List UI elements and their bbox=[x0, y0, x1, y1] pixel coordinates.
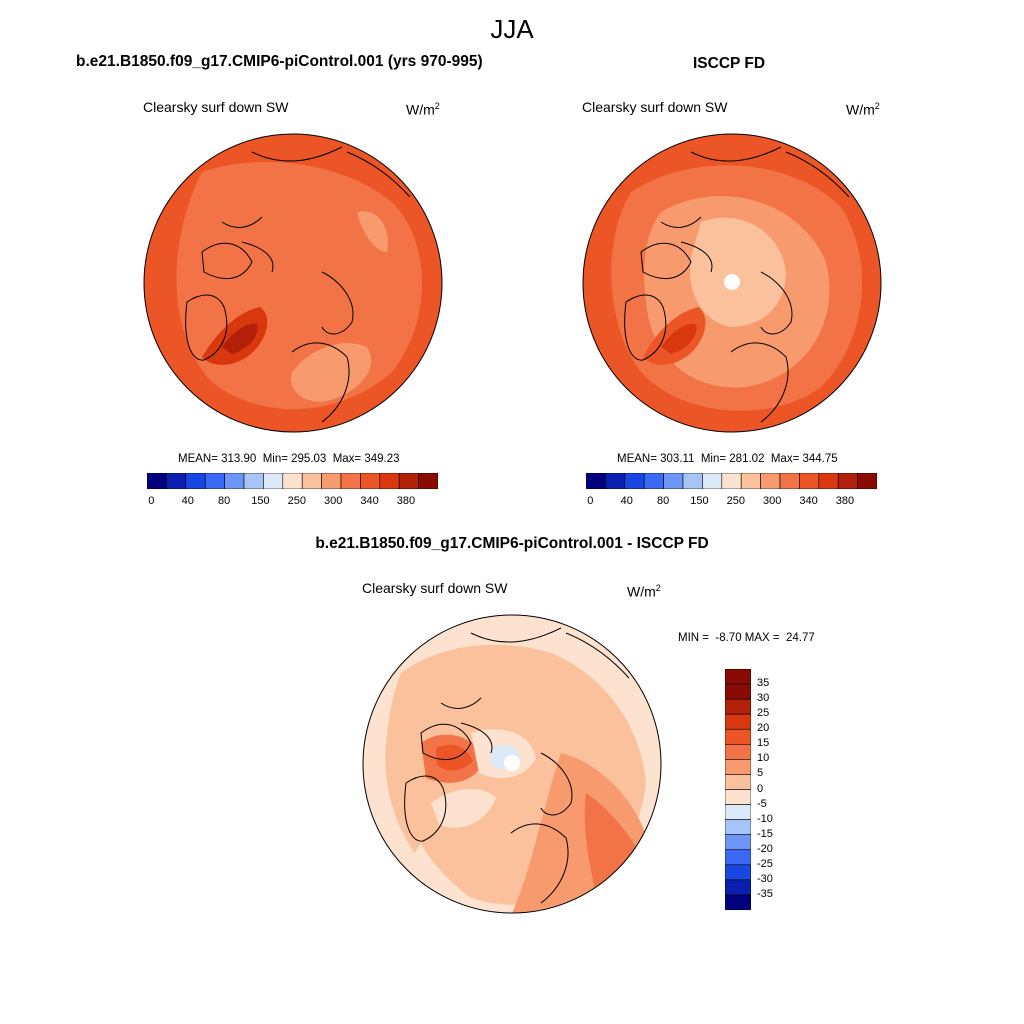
obs-colorbar-label: 300 bbox=[763, 495, 782, 507]
diff-colorbar-swatch bbox=[725, 698, 751, 715]
model-colorbar-swatch bbox=[360, 473, 381, 489]
model-colorbar-swatch bbox=[224, 473, 245, 489]
obs-colorbar-swatch bbox=[605, 473, 626, 489]
model-colorbar-label: 0 bbox=[148, 495, 155, 507]
diff-colorbar-label: -20 bbox=[757, 842, 773, 855]
diff-colorbar-swatch bbox=[725, 819, 751, 835]
model-colorbar-swatch bbox=[379, 473, 400, 489]
diff-colorbar-label: -15 bbox=[757, 827, 773, 840]
model-colorbar-swatch bbox=[282, 473, 303, 489]
panel-model-variable: Clearsky surf down SW bbox=[143, 99, 289, 115]
model-colorbar-swatch bbox=[263, 473, 284, 489]
obs-colorbar-swatch bbox=[760, 473, 781, 489]
diff-colorbar-swatch bbox=[725, 879, 751, 896]
diff-colorbar-label: -10 bbox=[757, 812, 773, 825]
diff-colorbar-label: 10 bbox=[757, 752, 770, 765]
diff-colorbar-swatch bbox=[725, 759, 751, 775]
diff-colorbar-label: -35 bbox=[757, 887, 773, 900]
diff-units: W/m2 bbox=[627, 583, 661, 600]
obs-colorbar-label: 250 bbox=[726, 495, 746, 507]
diff-colorbar-label: 25 bbox=[757, 707, 770, 720]
obs-colorbar-label: 340 bbox=[799, 495, 818, 507]
obs-polar-map bbox=[582, 133, 882, 433]
diff-colorbar-label: 15 bbox=[757, 737, 770, 750]
panel-obs-units: W/m2 bbox=[846, 101, 880, 118]
model-colorbar-swatch bbox=[340, 473, 361, 489]
model-colorbar-label: 300 bbox=[324, 495, 343, 507]
diff-colorbar-swatch bbox=[725, 683, 751, 700]
panel-obs-title: ISCCP FD bbox=[693, 55, 766, 72]
diff-colorbar bbox=[725, 669, 751, 910]
model-colorbar-label: 150 bbox=[251, 495, 270, 507]
model-colorbar-swatch bbox=[185, 473, 206, 489]
model-colorbar-swatch bbox=[301, 473, 322, 489]
obs-colorbar-swatch bbox=[643, 473, 664, 489]
diff-title: b.e21.B1850.f09_g17.CMIP6-piControl.001 … bbox=[315, 535, 709, 552]
model-colorbar-swatch bbox=[398, 473, 419, 489]
diff-colorbar-label: 20 bbox=[757, 722, 770, 735]
obs-colorbar bbox=[586, 473, 877, 489]
diff-polar-map bbox=[362, 614, 662, 914]
obs-colorbar-swatch bbox=[799, 473, 820, 489]
model-colorbar-label: 40 bbox=[181, 495, 194, 507]
main-title: JJA bbox=[490, 14, 534, 44]
diff-colorbar-labels: 35 30 25 20 15 10 5 0 -5 -10 -15 -20 -25 -30 -35 bbox=[757, 669, 797, 910]
panel-obs-variable: Clearsky surf down SW bbox=[582, 99, 728, 115]
model-colorbar-swatch bbox=[418, 473, 438, 489]
diff-variable: Clearsky surf down SW bbox=[362, 580, 508, 596]
model-colorbar-label: 380 bbox=[396, 495, 416, 507]
obs-colorbar-swatch bbox=[740, 473, 761, 489]
diff-colorbar-swatch bbox=[725, 789, 751, 805]
model-colorbar-swatch bbox=[166, 473, 187, 489]
diff-colorbar-swatch bbox=[725, 774, 751, 790]
panel-model-stats: MEAN= 313.90 Min= 295.03 Max= 349.23 bbox=[178, 453, 400, 465]
model-polar-map bbox=[143, 133, 443, 433]
model-colorbar-label: 80 bbox=[217, 495, 231, 507]
obs-colorbar-label: 150 bbox=[690, 495, 709, 507]
panel-model-units: W/m2 bbox=[406, 101, 440, 118]
model-colorbar-swatch bbox=[147, 473, 167, 489]
model-colorbar-swatch bbox=[321, 473, 342, 489]
obs-colorbar-swatch bbox=[837, 473, 858, 489]
diff-stats: MIN = -8.70 MAX = 24.77 bbox=[678, 632, 815, 644]
diff-colorbar-swatch bbox=[725, 804, 751, 820]
obs-colorbar-swatch bbox=[586, 473, 606, 489]
panel-obs-stats: MEAN= 303.11 Min= 281.02 Max= 344.75 bbox=[617, 453, 838, 465]
obs-colorbar-label: 0 bbox=[587, 495, 594, 507]
diff-colorbar-swatch bbox=[725, 669, 751, 685]
diff-colorbar-swatch bbox=[725, 744, 751, 760]
diff-colorbar-label: -25 bbox=[757, 857, 773, 870]
diff-colorbar-label: 30 bbox=[757, 692, 770, 705]
obs-colorbar-swatch bbox=[702, 473, 723, 489]
obs-colorbar-labels: 0 40 80 150 250 300 340 380 bbox=[586, 495, 877, 509]
model-colorbar-label: 340 bbox=[360, 495, 379, 507]
obs-colorbar-swatch bbox=[857, 473, 877, 489]
model-colorbar-swatch bbox=[243, 473, 264, 489]
diff-colorbar-swatch bbox=[725, 713, 751, 730]
diff-colorbar-label: -5 bbox=[757, 797, 767, 810]
diff-colorbar-label: 0 bbox=[757, 782, 764, 795]
obs-colorbar-swatch bbox=[682, 473, 703, 489]
model-colorbar-labels: 0 40 80 150 250 300 340 380 bbox=[147, 495, 438, 509]
obs-colorbar-swatch bbox=[624, 473, 645, 489]
obs-colorbar-swatch bbox=[721, 473, 742, 489]
obs-colorbar-swatch bbox=[818, 473, 839, 489]
obs-colorbar-label: 380 bbox=[835, 495, 855, 507]
diff-colorbar-swatch bbox=[725, 728, 751, 745]
diff-colorbar-label: -30 bbox=[757, 872, 773, 885]
panel-model-title: b.e21.B1850.f09_g17.CMIP6-piControl.001 … bbox=[76, 53, 483, 70]
obs-colorbar-label: 40 bbox=[620, 495, 633, 507]
model-colorbar-swatch bbox=[204, 473, 225, 489]
diff-colorbar-swatch bbox=[725, 849, 751, 866]
model-colorbar bbox=[147, 473, 438, 489]
model-colorbar-label: 250 bbox=[287, 495, 307, 507]
diff-colorbar-swatch bbox=[725, 894, 751, 910]
diff-colorbar-swatch bbox=[725, 834, 751, 851]
diff-colorbar-label: 35 bbox=[757, 677, 770, 690]
diff-colorbar-swatch bbox=[725, 864, 751, 881]
diff-colorbar-label: 5 bbox=[757, 767, 764, 780]
obs-colorbar-label: 80 bbox=[656, 495, 670, 507]
obs-colorbar-swatch bbox=[663, 473, 684, 489]
obs-colorbar-swatch bbox=[779, 473, 800, 489]
